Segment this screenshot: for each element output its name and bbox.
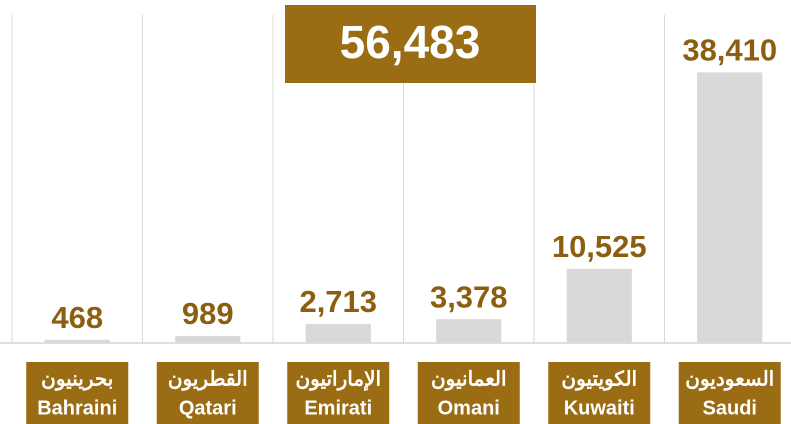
total-box (285, 5, 536, 83)
category-box (548, 362, 651, 424)
value-label: 989 (182, 296, 234, 331)
value-label: 3,378 (430, 279, 508, 314)
category-label-en: Qatari (179, 397, 237, 419)
category-box (26, 362, 129, 424)
bar (697, 72, 763, 343)
category-label-en: Omani (438, 397, 500, 419)
category-label-ar: الكويتيون (561, 368, 637, 391)
category-label-ar: بحرينيون (41, 368, 113, 391)
total-label: 56,483 (340, 16, 481, 68)
bar (305, 323, 371, 343)
category-box (156, 362, 259, 424)
value-label: 10,525 (552, 229, 647, 264)
value-label: 38,410 (682, 33, 777, 68)
bar (436, 319, 502, 343)
category-box (678, 362, 781, 424)
value-label: 468 (51, 300, 103, 335)
value-label: 2,713 (299, 284, 377, 319)
category-label-ar: القطريون (168, 368, 248, 391)
category-label-ar: السعوديون (685, 368, 774, 391)
category-box (417, 362, 520, 424)
category-label-en: Bahraini (37, 397, 117, 419)
bar (44, 339, 110, 343)
category-label-ar: العمانيون (431, 368, 507, 391)
category-box (287, 362, 390, 424)
category-label-ar: الإماراتيون (295, 368, 381, 391)
bar (175, 336, 241, 343)
bar (566, 268, 632, 343)
category-label-en: Saudi (703, 397, 757, 419)
category-label-en: Emirati (304, 397, 372, 419)
category-label-en: Kuwaiti (564, 397, 635, 419)
